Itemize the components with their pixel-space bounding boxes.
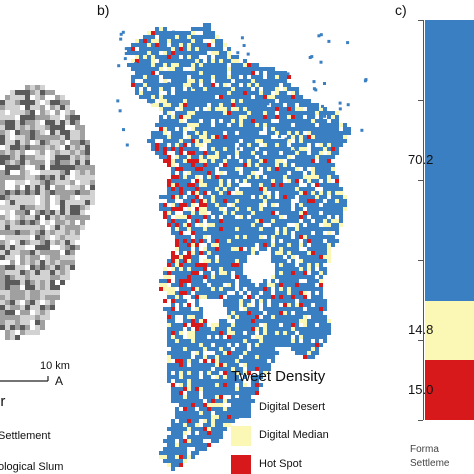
y-tick-4 <box>418 100 423 101</box>
legend-b-title: Tweet Density <box>231 368 326 385</box>
north-arrow-icon: A <box>55 374 64 388</box>
panel-b: b) Tweet Density Digital Desert Digital … <box>95 0 395 474</box>
y-tick-2 <box>418 260 423 261</box>
bar-segment-hot-spot <box>425 360 474 420</box>
bar-segment-digital-median <box>425 300 474 360</box>
bar-label-digital-median: 14.8 <box>408 322 434 338</box>
settlement-map <box>0 85 95 340</box>
x-category-label-line-1: Forma <box>410 444 439 455</box>
x-category-label-line-2: Settleme <box>410 458 450 469</box>
legend-label-digital-desert: Digital Desert <box>259 401 326 413</box>
legend-label-hot-spot: Hot Spot <box>259 458 302 470</box>
y-tick-0 <box>418 420 423 421</box>
legend-a-item-slum: ological Slum <box>0 461 64 473</box>
panel-a: 10 km A er Settlement ological Slum <box>0 0 100 474</box>
legend-swatch-digital-desert <box>231 398 251 418</box>
legend-swatch-hot-spot <box>231 455 251 474</box>
panel-letter-c: c) <box>395 2 407 18</box>
legend-label-digital-median: Digital Median <box>259 429 329 441</box>
y-tick-3 <box>418 180 423 181</box>
y-axis-line <box>423 20 424 420</box>
y-tick-5 <box>418 20 423 21</box>
y-tick-1 <box>418 340 423 341</box>
scale-bar-label: 10 km <box>40 360 70 372</box>
tweet-density-map <box>116 23 368 471</box>
legend-a-title: er <box>0 393 6 410</box>
scale-bar <box>0 376 49 382</box>
legend-swatch-digital-median <box>231 426 251 446</box>
bar-segment-digital-desert <box>425 20 474 301</box>
panel-letter-b: b) <box>97 2 110 18</box>
legend-a-item-settlement: Settlement <box>0 430 51 442</box>
panel-c: c) 70.2 14.8 15.0 Forma Settleme <box>390 0 474 474</box>
bar-label-hot-spot: 15.0 <box>408 382 434 397</box>
bar-label-digital-desert: 70.2 <box>408 152 434 168</box>
